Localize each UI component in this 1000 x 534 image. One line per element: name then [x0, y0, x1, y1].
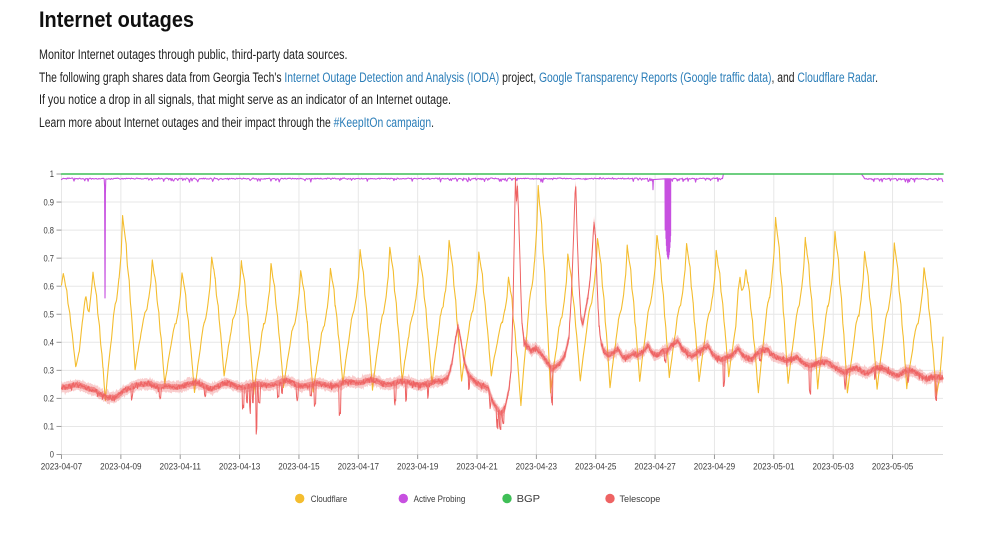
- svg-text:Cloudflare: Cloudflare: [311, 494, 348, 505]
- svg-text:0.5: 0.5: [44, 309, 55, 320]
- svg-text:2023-04-13: 2023-04-13: [219, 462, 260, 473]
- svg-text:2023-04-29: 2023-04-29: [694, 462, 735, 473]
- svg-text:2023-04-19: 2023-04-19: [397, 462, 438, 473]
- svg-text:Telescope: Telescope: [620, 494, 661, 505]
- svg-text:0.3: 0.3: [44, 366, 55, 377]
- svg-text:0.7: 0.7: [44, 253, 55, 264]
- svg-text:1: 1: [50, 169, 54, 180]
- svg-text:2023-04-17: 2023-04-17: [338, 462, 379, 473]
- svg-text:Active Probing: Active Probing: [414, 494, 466, 505]
- svg-text:2023-04-15: 2023-04-15: [278, 462, 319, 473]
- svg-text:2023-04-21: 2023-04-21: [456, 462, 497, 473]
- svg-text:0.9: 0.9: [44, 197, 55, 208]
- svg-text:2023-04-27: 2023-04-27: [634, 462, 675, 473]
- svg-text:0.4: 0.4: [44, 338, 55, 349]
- svg-text:2023-04-25: 2023-04-25: [575, 462, 616, 473]
- svg-text:0.2: 0.2: [44, 394, 55, 405]
- svg-text:2023-04-11: 2023-04-11: [160, 462, 201, 473]
- svg-text:0.1: 0.1: [44, 422, 55, 433]
- svg-text:2023-04-07: 2023-04-07: [41, 462, 82, 473]
- svg-text:2023-04-09: 2023-04-09: [100, 462, 141, 473]
- svg-text:BGP: BGP: [517, 494, 541, 505]
- svg-text:0.8: 0.8: [44, 225, 55, 236]
- svg-text:0.6: 0.6: [44, 281, 55, 292]
- svg-text:2023-04-23: 2023-04-23: [516, 462, 557, 473]
- svg-text:2023-05-05: 2023-05-05: [872, 462, 913, 473]
- svg-text:2023-05-03: 2023-05-03: [812, 462, 853, 473]
- svg-text:0: 0: [50, 450, 54, 461]
- svg-text:2023-05-01: 2023-05-01: [753, 462, 794, 473]
